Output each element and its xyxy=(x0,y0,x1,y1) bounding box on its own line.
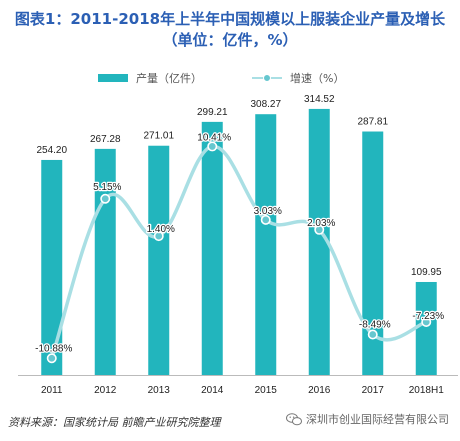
growth-marker-2012 xyxy=(100,193,111,204)
bar-label-2017: 287.81 xyxy=(357,117,388,128)
x-tick-label-2011: 2011 xyxy=(41,385,63,396)
growth-marker-2018H1 xyxy=(421,316,432,327)
bar-label-2011: 254.20 xyxy=(36,145,67,156)
growth-marker-2017 xyxy=(367,329,378,340)
source-note: 资料来源：国家统计局 前瞻产业研究院整理 xyxy=(8,416,221,429)
brand-watermark: 深圳市创业国际经营有限公司 xyxy=(286,411,449,427)
growth-marker-2016 xyxy=(314,224,325,235)
growth-label-2012: 5.15% xyxy=(93,182,121,193)
chart-title: 图表1：2011-2018年上半年中国规模以上服装企业产量及增长 （单位：亿件，… xyxy=(0,9,460,51)
growth-marker-2011 xyxy=(46,353,57,364)
x-tick-label-2012: 2012 xyxy=(94,385,117,396)
bar-2017 xyxy=(362,131,384,375)
legend-swatch-bar xyxy=(98,74,128,82)
legend-item-output: 产量（亿件） xyxy=(98,70,202,86)
bar-label-2015: 308.27 xyxy=(250,99,281,110)
x-tick-label-2018H1: 2018H1 xyxy=(409,385,444,396)
growth-label-2013: 1.40% xyxy=(147,224,175,235)
bar-label-2016: 314.52 xyxy=(304,94,335,105)
growth-label-2014: 10.41% xyxy=(197,132,231,143)
chart-legend: 产量（亿件） 增速（%） xyxy=(0,70,460,86)
bar-label-2014: 299.21 xyxy=(197,107,228,118)
bar-label-2012: 267.28 xyxy=(90,134,121,145)
legend-swatch-line xyxy=(252,73,282,83)
brand-text: 深圳市创业国际经营有限公司 xyxy=(306,413,449,426)
growth-marker-2014 xyxy=(207,141,218,152)
x-tick-label-2016: 2016 xyxy=(308,385,331,396)
x-tick-label-2014: 2014 xyxy=(201,385,224,396)
bar-label-2013: 271.01 xyxy=(143,131,174,142)
chart-title-line2: （单位：亿件，%） xyxy=(162,31,298,49)
growth-label-2011: -10.88% xyxy=(35,343,72,354)
growth-marker-2013 xyxy=(153,231,164,242)
bar-2016 xyxy=(308,108,330,375)
x-tick-label-2017: 2017 xyxy=(362,385,385,396)
chart-title-line1: 图表1：2011-2018年上半年中国规模以上服装企业产量及增长 xyxy=(14,10,446,28)
legend-item-growth: 增速（%） xyxy=(252,70,344,86)
bar-2014 xyxy=(201,121,223,375)
bar-label-2018H1: 109.95 xyxy=(411,267,442,278)
bar-2013 xyxy=(148,145,170,375)
legend-label-growth: 增速（%） xyxy=(290,72,345,85)
x-tick-label-2015: 2015 xyxy=(255,385,278,396)
wechat-icon xyxy=(286,412,302,425)
growth-label-2016: 2.03% xyxy=(307,218,335,229)
growth-label-2018H1: -7.23% xyxy=(412,311,444,322)
growth-marker-2015 xyxy=(260,214,271,225)
bar-2018H1 xyxy=(415,281,437,375)
x-tick-label-2013: 2013 xyxy=(148,385,171,396)
bar-2011 xyxy=(41,159,63,375)
bar-2015 xyxy=(255,114,277,375)
growth-label-2015: 3.03% xyxy=(254,206,282,217)
growth-label-2017: -8.49% xyxy=(359,319,391,330)
legend-label-output: 产量（亿件） xyxy=(136,72,202,85)
